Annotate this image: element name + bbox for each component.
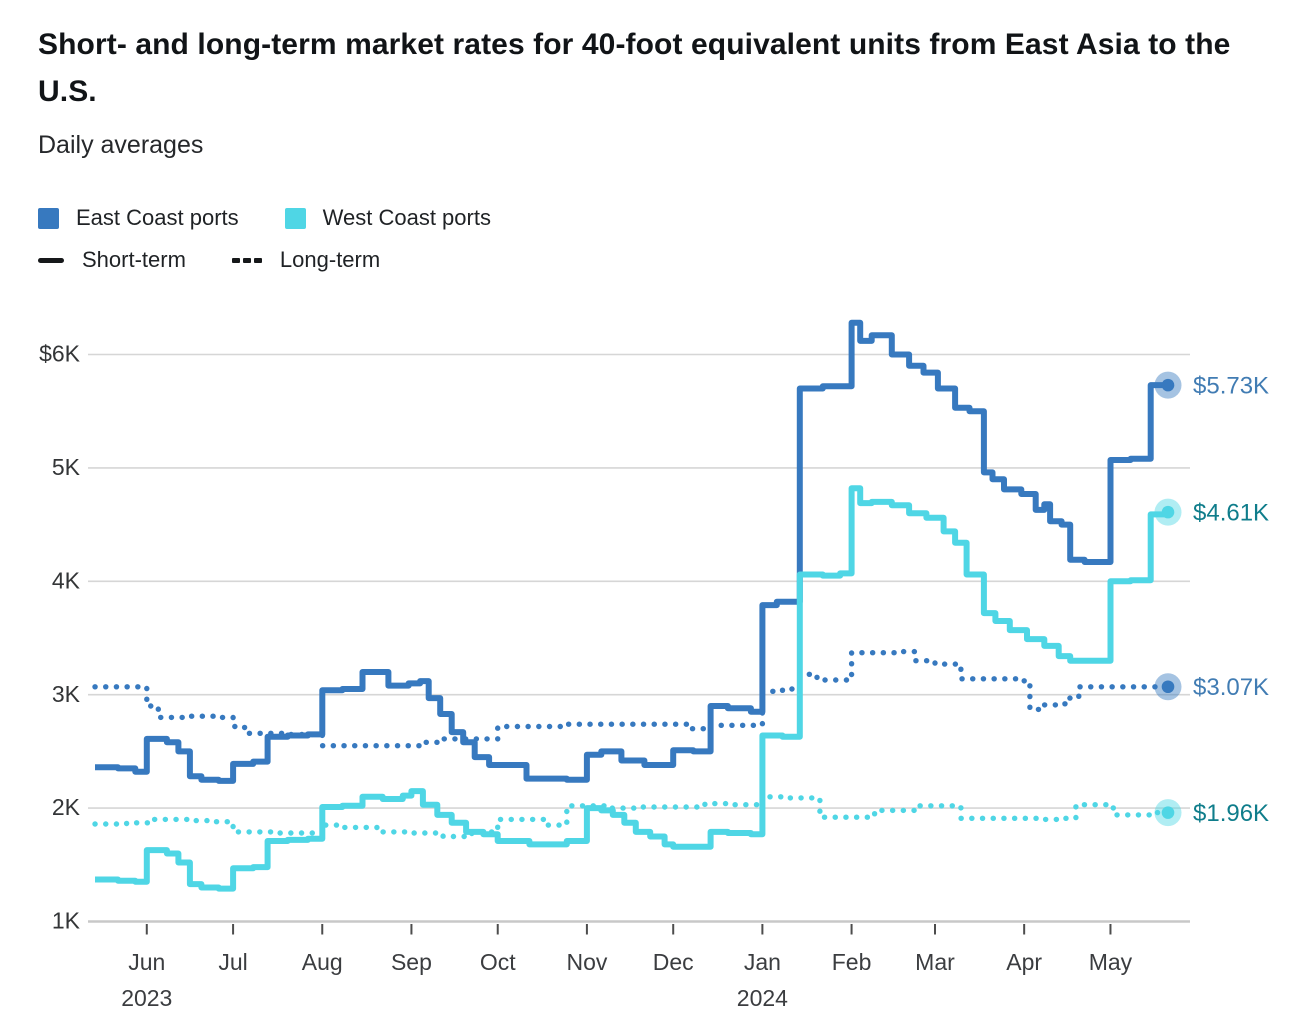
end-marker-dot [1161,680,1175,694]
y-axis-label: 2K [52,794,81,820]
x-axis-month-label: Apr [1006,949,1042,975]
x-axis-month-label: Sep [391,949,432,975]
y-axis-label: 3K [52,681,81,707]
y-axis-label: 4K [52,567,81,593]
x-axis-year-label: 2024 [737,985,788,1011]
y-axis-label: 5K [52,454,81,480]
x-axis-month-label: Dec [653,949,694,975]
x-axis-month-label: Mar [915,949,955,975]
end-marker-dot [1161,806,1175,819]
chart-legend: East Coast ports West Coast ports Short-… [38,203,537,287]
x-axis-month-label: Jun [128,949,165,975]
x-axis-year-label: 2023 [121,985,172,1011]
end-value-label: $3.07K [1193,674,1269,701]
east-coast-swatch-icon [38,207,59,229]
chart-header: Short- and long-term market rates for 40… [38,22,1288,160]
end-marker-dot [1161,378,1175,392]
end-marker-dot [1161,505,1175,519]
x-axis-month-label: Oct [480,949,516,975]
legend-item-long-term: Long-term [231,247,381,273]
end-value-label: $5.73K [1193,372,1269,399]
legend-label: Short-term [82,247,186,272]
legend-label: West Coast ports [322,205,491,230]
west-coast-swatch-icon [284,207,306,229]
legend-item-west-coast: West Coast ports [284,205,491,231]
solid-line-icon [38,257,64,263]
legend-label: East Coast ports [76,205,239,230]
x-axis-month-label: Nov [566,949,607,975]
chart-title: Short- and long-term market rates for 40… [38,28,1231,108]
legend-label: Long-term [279,247,381,272]
legend-item-east-coast: East Coast ports [38,205,239,231]
x-axis-month-label: Jul [218,949,247,975]
series-line-ec_long [92,648,1171,749]
x-axis-month-label: Feb [832,949,872,975]
dashed-line-icon [231,257,262,263]
series-line-wc_long [92,794,1171,840]
y-axis-label: 1K [52,908,81,934]
x-axis-month-label: May [1089,949,1133,975]
end-value-label: $4.61K [1193,499,1269,526]
x-axis-month-label: Jan [744,949,781,975]
legend-row-terms: Short-term Long-term [38,245,537,275]
chart-subtitle: Daily averages [38,131,204,159]
legend-item-short-term: Short-term [38,247,186,273]
series-line-wc_short [95,485,1171,892]
series-line-ec_short [95,319,1168,784]
y-axis-label: $6K [39,341,81,367]
end-value-label: $1.96K [1193,800,1269,827]
legend-row-ports: East Coast ports West Coast ports [38,203,537,233]
x-axis-month-label: Aug [302,949,343,975]
